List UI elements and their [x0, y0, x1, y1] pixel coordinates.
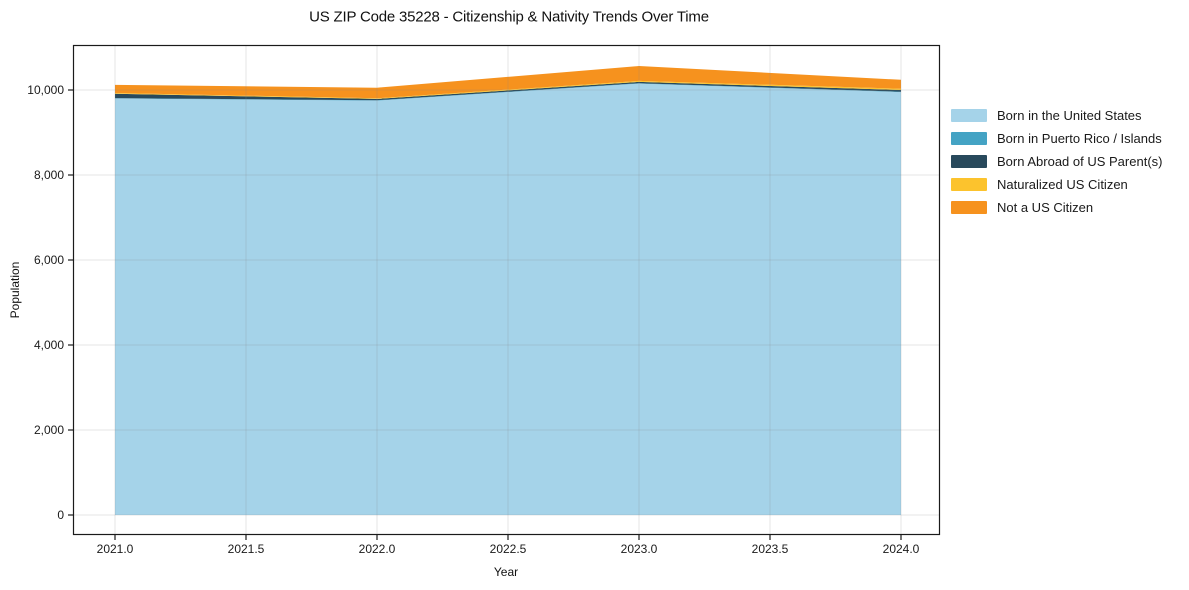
area-series-3 — [115, 80, 901, 99]
legend-label: Born in Puerto Rico / Islands — [997, 131, 1162, 146]
x-tick-label: 2022.5 — [490, 542, 527, 556]
x-tick-label: 2023.5 — [752, 542, 789, 556]
x-tick-label: 2023.0 — [621, 542, 658, 556]
area-series-2 — [115, 81, 901, 101]
area-series-0 — [115, 83, 901, 515]
x-tick-label: 2021.5 — [228, 542, 265, 556]
legend-label: Naturalized US Citizen — [997, 177, 1128, 192]
legend-item-0: Born in the United States — [951, 104, 1162, 127]
area-series-1 — [115, 83, 901, 101]
y-tick-label: 2,000 — [34, 423, 64, 437]
y-tick-label: 10,000 — [27, 83, 64, 97]
legend-swatch-icon — [951, 109, 987, 122]
legend-label: Not a US Citizen — [997, 200, 1094, 215]
legend-item-4: Not a US Citizen — [951, 196, 1162, 219]
axes-spines — [72, 44, 941, 536]
x-axis-label: Year — [493, 565, 519, 579]
x-tick-label: 2022.0 — [359, 542, 396, 556]
legend-item-1: Born in Puerto Rico / Islands — [951, 127, 1162, 150]
y-tick-label: 8,000 — [34, 168, 64, 182]
legend: Born in the United States Born in Puerto … — [951, 104, 1162, 219]
chart-title: US ZIP Code 35228 - Citizenship & Nativi… — [309, 8, 709, 26]
y-tick-label: 0 — [57, 508, 64, 522]
legend-swatch-icon — [951, 132, 987, 145]
legend-swatch-icon — [951, 178, 987, 191]
legend-item-3: Naturalized US Citizen — [951, 173, 1162, 196]
x-tick-label: 2021.0 — [97, 542, 134, 556]
legend-label: Born Abroad of US Parent(s) — [997, 154, 1163, 169]
y-tick-label: 6,000 — [34, 253, 64, 267]
legend-label: Born in the United States — [997, 108, 1142, 123]
x-tick-label: 2024.0 — [883, 542, 920, 556]
y-tick-label: 4,000 — [34, 338, 64, 352]
legend-swatch-icon — [951, 155, 987, 168]
legend-item-2: Born Abroad of US Parent(s) — [951, 150, 1162, 173]
legend-swatch-icon — [951, 201, 987, 214]
area-series-4 — [115, 66, 901, 99]
